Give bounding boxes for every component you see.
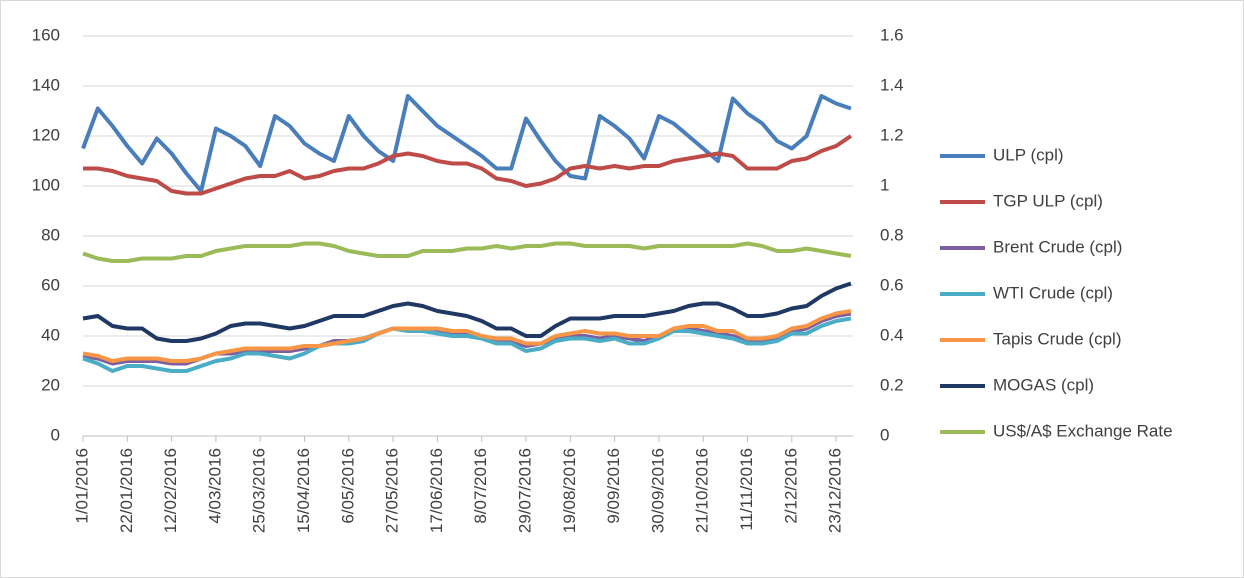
series-line xyxy=(82,281,852,343)
y2-tick-label: 1 xyxy=(880,175,889,194)
x-tick-label: 25/03/2016 xyxy=(250,448,269,533)
x-tick-label: 4/03/2016 xyxy=(205,448,224,524)
y-tick-label: 160 xyxy=(32,25,60,44)
x-tick-label: 17/06/2016 xyxy=(427,448,446,533)
x-tick-label: 15/04/2016 xyxy=(294,448,313,533)
series-line xyxy=(81,94,852,193)
y2-tick-label: 0.8 xyxy=(880,225,904,244)
legend-label: US$/A$ Exchange Rate xyxy=(993,421,1173,440)
x-tick-label: 12/02/2016 xyxy=(161,448,180,533)
x-tick-label: 27/05/2016 xyxy=(383,448,402,533)
y-tick-label: 140 xyxy=(32,75,60,94)
y-tick-label: 20 xyxy=(41,375,60,394)
x-tick-label: 30/09/2016 xyxy=(648,448,667,533)
x-tick-label: 11/11/2016 xyxy=(737,448,756,531)
y-tick-label: 0 xyxy=(51,425,60,444)
x-tick-label: 23/12/2016 xyxy=(826,448,845,533)
legend-label: MOGAS (cpl) xyxy=(993,375,1094,394)
y-tick-label: 80 xyxy=(41,225,60,244)
x-tick-label: 22/01/2016 xyxy=(117,448,136,533)
x-tick-label: 19/08/2016 xyxy=(560,448,579,533)
y2-tick-label: 0.6 xyxy=(880,275,904,294)
x-tick-label: 6/05/2016 xyxy=(338,448,357,524)
y2-tick-label: 1.2 xyxy=(880,125,904,144)
y-tick-label: 100 xyxy=(32,175,60,194)
series-line xyxy=(82,309,852,363)
x-tick-label: 21/10/2016 xyxy=(693,448,712,533)
x-tick-label: 2/12/2016 xyxy=(781,448,800,524)
legend-label: ULP (cpl) xyxy=(993,145,1064,164)
y2-tick-label: 1.4 xyxy=(880,75,904,94)
series-line xyxy=(83,134,853,196)
x-tick-label: 29/07/2016 xyxy=(515,448,534,533)
y-tick-label: 120 xyxy=(32,125,60,144)
y-tick-label: 60 xyxy=(41,275,60,294)
y2-tick-label: 1.6 xyxy=(880,25,904,44)
legend-label: Brent Crude (cpl) xyxy=(993,237,1122,256)
legend-label: WTI Crude (cpl) xyxy=(993,283,1113,302)
x-tick-label: 1/01/2016 xyxy=(72,448,91,524)
y2-tick-label: 0.4 xyxy=(880,325,904,344)
x-tick-label: 9/09/2016 xyxy=(604,448,623,524)
series-line xyxy=(82,241,852,263)
y2-tick-label: 0 xyxy=(880,425,889,444)
x-tick-label: 8/07/2016 xyxy=(471,448,490,524)
y2-tick-label: 0.2 xyxy=(880,375,904,394)
y-tick-label: 40 xyxy=(41,325,60,344)
legend-label: Tapis Crude (cpl) xyxy=(993,329,1122,348)
legend-label: TGP ULP (cpl) xyxy=(993,191,1103,210)
series-line xyxy=(82,316,852,373)
